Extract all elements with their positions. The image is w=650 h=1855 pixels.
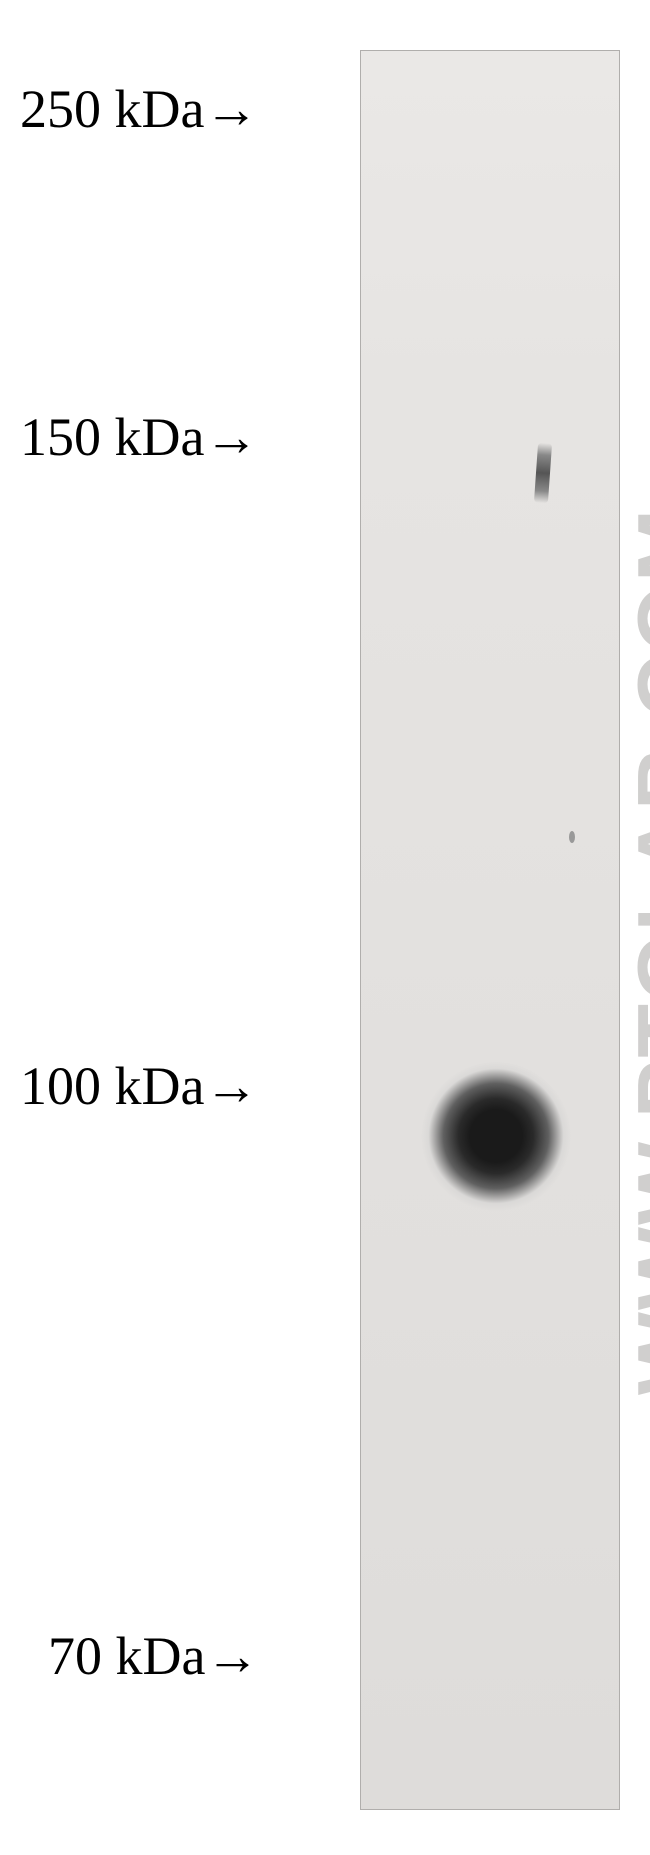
marker-label-100: 100 kDa→ <box>20 1055 258 1117</box>
gel-lane-background <box>361 51 619 1809</box>
blot-figure: WWW.PTGLAB.COM 250 kDa→ 150 kDa→ 100 kDa… <box>0 0 650 1855</box>
major-band-100kda <box>421 1061 571 1211</box>
small-speck <box>569 831 575 843</box>
marker-label-150: 150 kDa→ <box>20 406 258 468</box>
gel-lane <box>360 50 620 1810</box>
marker-label-70: 70 kDa→ <box>48 1625 259 1687</box>
watermark-text: WWW.PTGLAB.COM <box>618 507 650 1395</box>
faint-band-150kda <box>534 443 552 504</box>
marker-label-250: 250 kDa→ <box>20 78 258 140</box>
